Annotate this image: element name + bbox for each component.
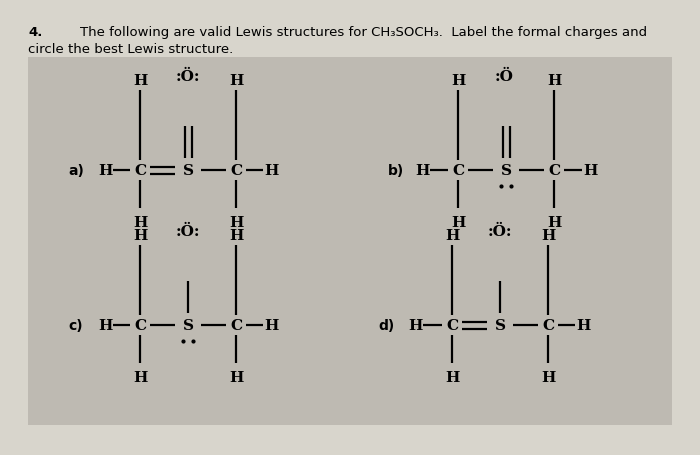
Text: H: H <box>229 74 243 88</box>
Text: :Ö:: :Ö: <box>488 224 512 238</box>
Text: H: H <box>444 228 459 243</box>
Text: H: H <box>264 164 278 177</box>
Text: H: H <box>583 164 597 177</box>
Text: H: H <box>98 318 112 332</box>
Text: H: H <box>451 74 466 88</box>
Text: 4.: 4. <box>28 26 43 39</box>
Text: S: S <box>183 318 193 332</box>
Text: H: H <box>229 228 243 243</box>
Text: C: C <box>548 164 560 177</box>
Text: H: H <box>98 164 112 177</box>
Text: C: C <box>134 164 146 177</box>
Text: H: H <box>547 74 561 88</box>
Text: d): d) <box>378 318 394 332</box>
Text: H: H <box>541 228 555 243</box>
Text: H: H <box>133 228 147 243</box>
Text: H: H <box>264 318 278 332</box>
FancyBboxPatch shape <box>28 58 672 425</box>
Text: C: C <box>542 318 554 332</box>
Text: H: H <box>547 216 561 229</box>
Text: C: C <box>452 164 464 177</box>
Text: H: H <box>451 216 466 229</box>
Text: H: H <box>444 370 459 384</box>
Text: :Ö:: :Ö: <box>176 70 200 84</box>
Text: c): c) <box>68 318 83 332</box>
Text: H: H <box>133 74 147 88</box>
Text: :Ö:: :Ö: <box>176 224 200 238</box>
Text: H: H <box>133 370 147 384</box>
Text: C: C <box>230 318 242 332</box>
Text: H: H <box>541 370 555 384</box>
Text: :Ö: :Ö <box>495 70 513 84</box>
Text: H: H <box>408 318 422 332</box>
Text: H: H <box>229 370 243 384</box>
Text: C: C <box>446 318 458 332</box>
Text: a): a) <box>68 164 84 177</box>
Text: S: S <box>183 164 193 177</box>
Text: S: S <box>500 164 512 177</box>
Text: H: H <box>133 216 147 229</box>
Text: b): b) <box>388 164 405 177</box>
Text: The following are valid Lewis structures for CH₃SOCH₃.  Label the formal charges: The following are valid Lewis structures… <box>80 26 647 39</box>
Text: C: C <box>134 318 146 332</box>
Text: H: H <box>415 164 429 177</box>
Text: H: H <box>229 216 243 229</box>
Text: circle the best Lewis structure.: circle the best Lewis structure. <box>28 43 233 56</box>
Text: C: C <box>230 164 242 177</box>
Text: H: H <box>576 318 590 332</box>
Text: S: S <box>494 318 505 332</box>
